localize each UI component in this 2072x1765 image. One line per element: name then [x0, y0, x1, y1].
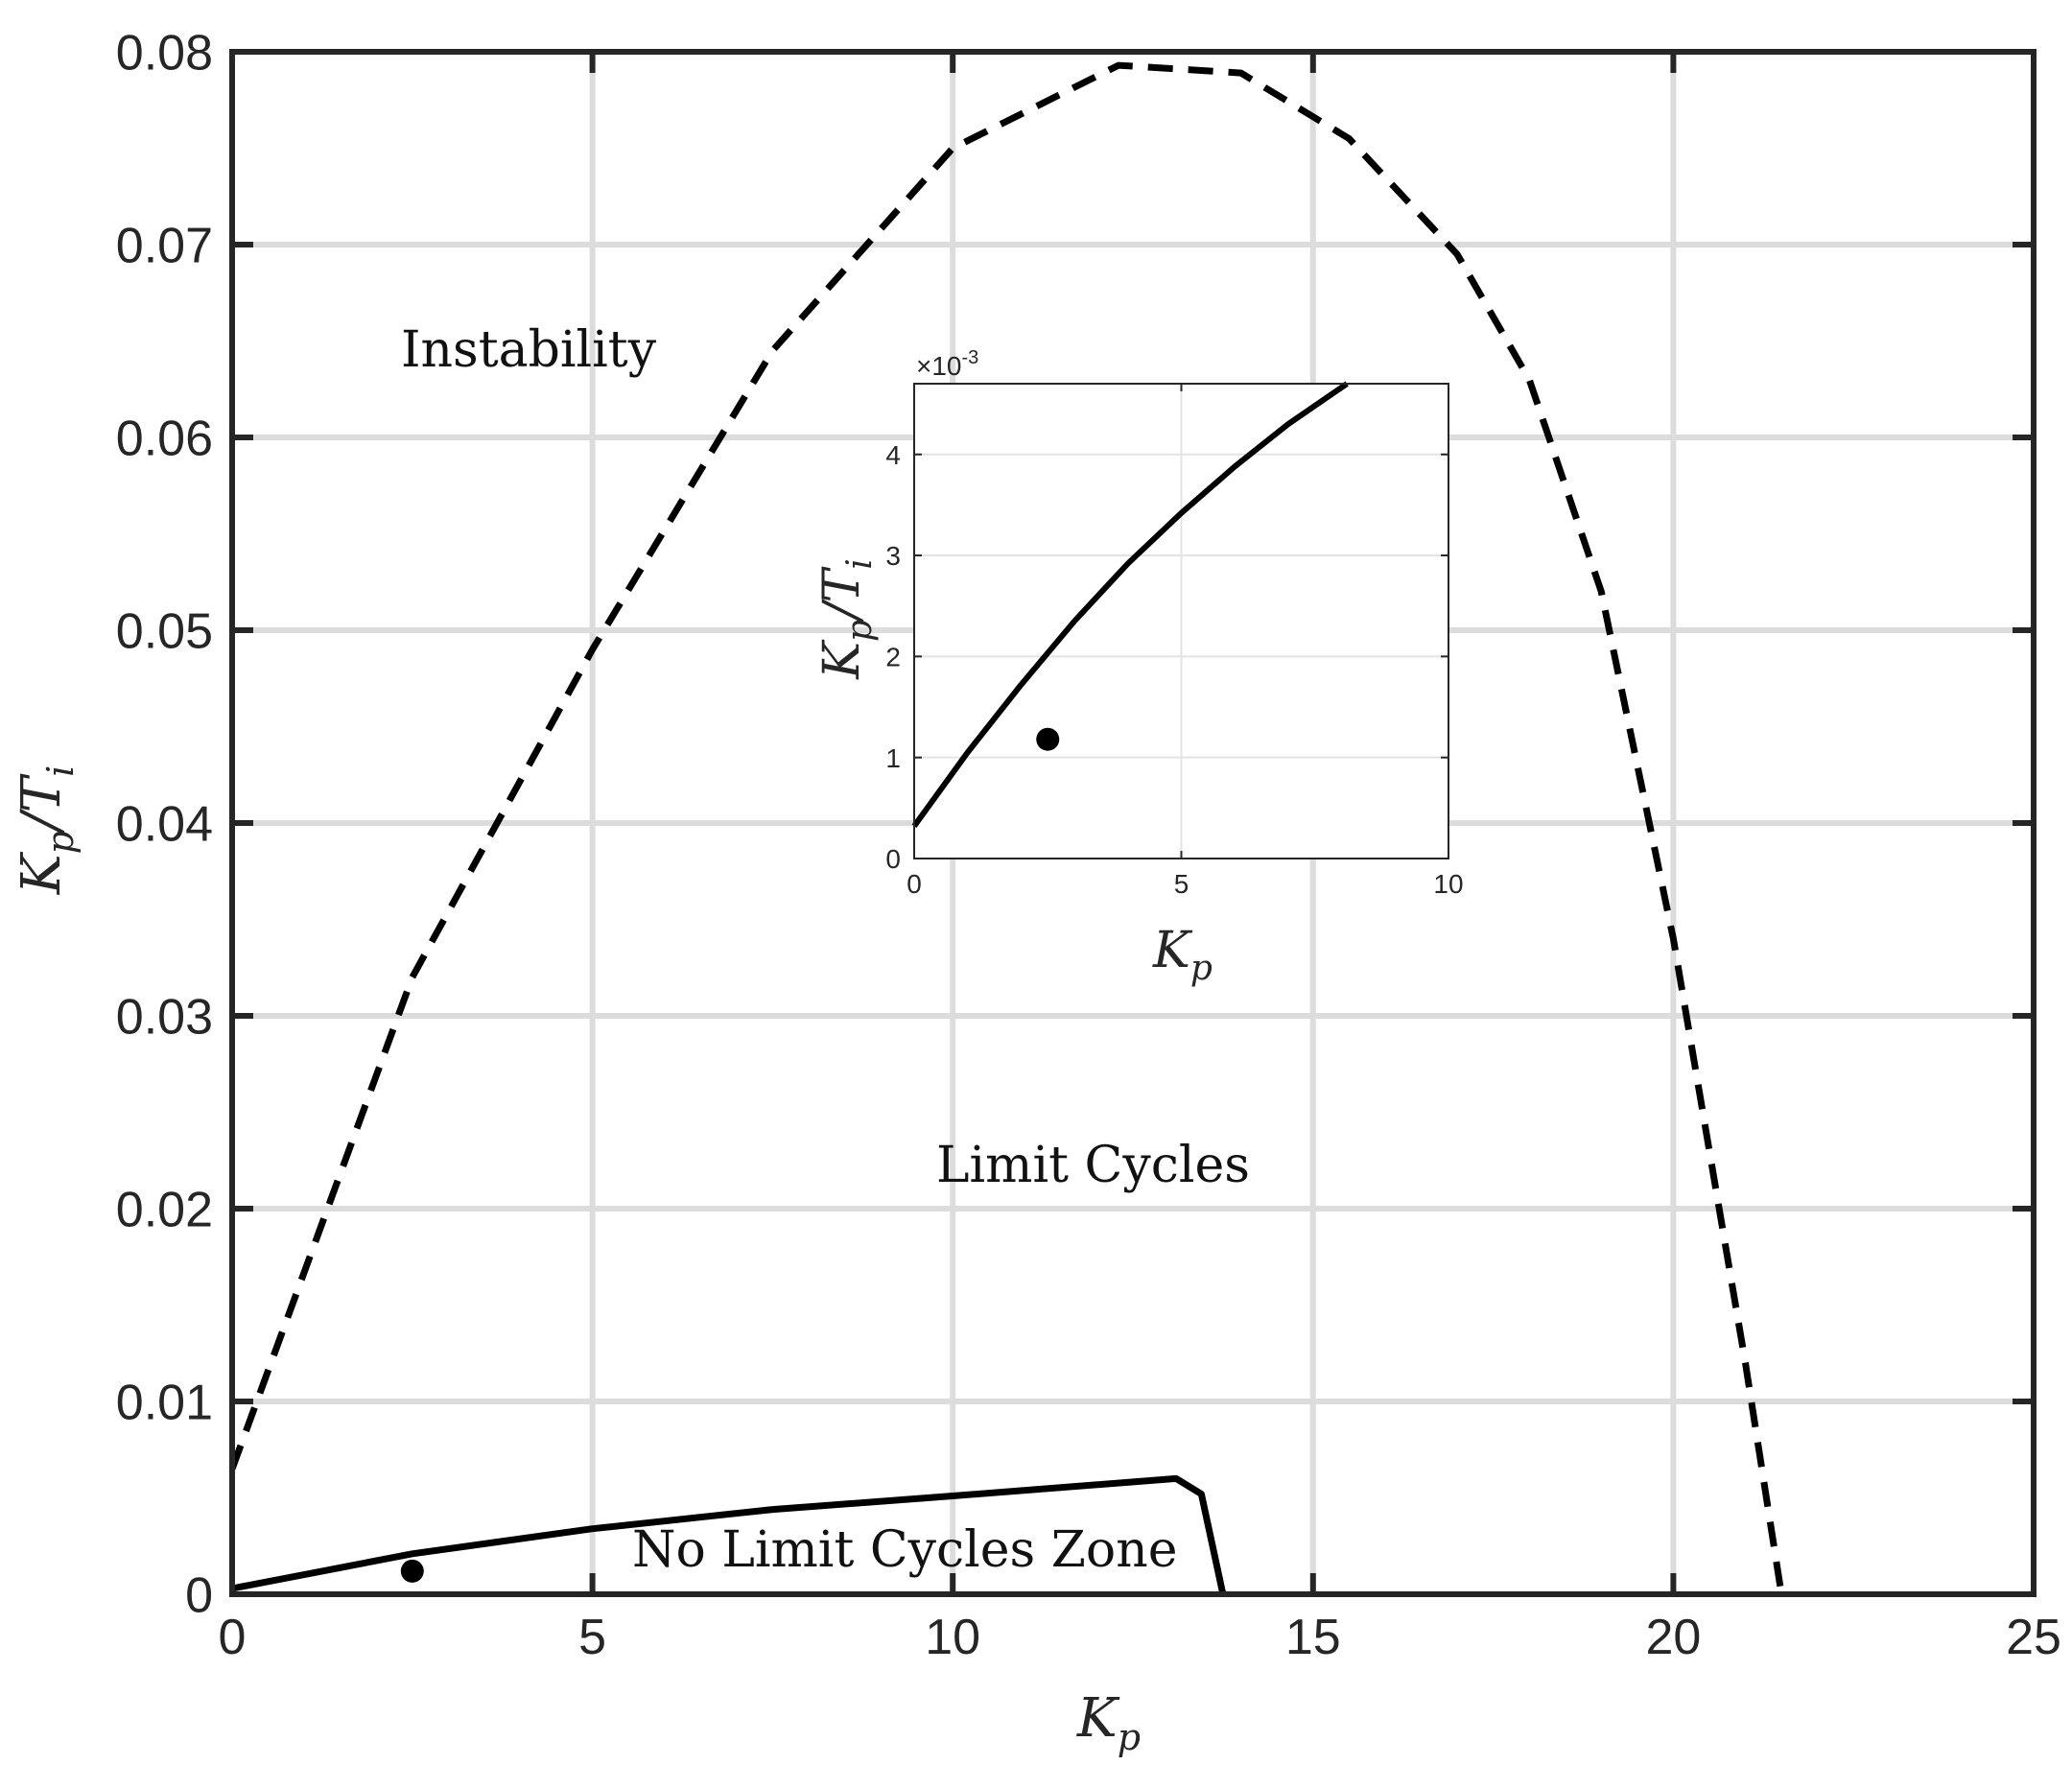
main-x-tick-label: 20 — [1645, 1610, 1701, 1665]
inset-series-solid-line — [911, 381, 1349, 829]
main-x-tick-label: 25 — [2006, 1610, 2061, 1665]
main-y-tick-label: 0.02 — [116, 1183, 213, 1238]
main-y-axis-label-rest: /T — [11, 773, 73, 835]
inset-y-tick-label: 3 — [885, 541, 901, 571]
inset-x-tick-label: 5 — [1174, 869, 1189, 899]
inset-y-axis-label: Kp/Ti — [813, 558, 880, 680]
annotation-limit-cycles: Limit Cycles — [936, 1137, 1250, 1194]
inset-x-axis-label: Kp — [1152, 922, 1213, 988]
inset-tick-marks — [913, 384, 1449, 859]
main-x-tick-label: 5 — [578, 1610, 606, 1665]
inset-axes: 0 5 10 0 1 2 3 4 ×10-3 Kp Kp/Ti — [813, 347, 1464, 988]
main-y-tick-label: 0.03 — [116, 990, 213, 1046]
inset-grid — [914, 384, 1448, 859]
main-y-tick-label: 0.06 — [116, 412, 213, 467]
inset-x-axis-label-base: K — [1152, 922, 1193, 979]
main-y-axis-label: Kp/Ti — [11, 765, 82, 896]
main-x-axis-label-base: K — [1076, 1687, 1120, 1750]
main-y-tick-label: 0.01 — [116, 1376, 213, 1431]
main-y-tick-label: 0.07 — [116, 219, 213, 274]
inset-y-axis-label-base: K — [813, 639, 871, 680]
main-series — [228, 61, 1785, 1595]
main-y-tick-labels: 0 0.01 0.02 0.03 0.04 0.05 0.06 0.07 0.08 — [116, 26, 213, 1624]
inset-y-axis-label-rest-sub: i — [840, 558, 880, 570]
main-y-axis-label-base: K — [11, 851, 73, 895]
main-y-tick-label: 0 — [185, 1568, 213, 1624]
inset-x-tick-label: 0 — [906, 869, 922, 899]
main-x-tick-labels: 0 5 10 15 20 25 — [219, 1610, 2061, 1665]
main-y-tick-label: 0.05 — [116, 604, 213, 660]
inset-y-tick-label: 4 — [885, 440, 901, 470]
main-series-solid-line — [231, 1474, 1227, 1595]
main-x-tick-label: 15 — [1285, 1610, 1341, 1665]
main-axes: 0 5 10 15 20 25 00.010.020.030.040.050.060.07… — [11, 26, 2061, 1758]
main-x-tick-label: 10 — [925, 1610, 980, 1665]
inset-data-point-marker — [1036, 727, 1060, 751]
annotation-instability: Instability — [401, 321, 657, 379]
inset-exponent-base: ×10 — [916, 351, 962, 381]
inset-y-axis-label-sub: p — [840, 620, 880, 642]
main-x-tick-label: 0 — [219, 1610, 247, 1665]
inset-x-axis-label-sub: p — [1190, 949, 1213, 988]
main-y-tick-label: 0.08 — [116, 26, 213, 82]
inset-x-tick-labels: 0 5 10 — [906, 869, 1463, 899]
inset-y-tick-label: 1 — [885, 743, 901, 773]
main-y-axis-label-rest-sub: i — [39, 765, 82, 777]
inset-x-tick-label: 10 — [1433, 869, 1463, 899]
main-y-axis-label-sub: p — [39, 831, 82, 854]
inset-exponent-power: -3 — [962, 347, 979, 368]
inset-y-tick-labels: 0 1 2 3 4 — [885, 440, 901, 874]
main-tick-marks — [229, 49, 2037, 1597]
inset-y-axis-label-rest: /T — [813, 566, 871, 624]
inset-y-tick-label: 0 — [885, 844, 901, 874]
inset-series — [911, 381, 1349, 829]
inset-y-tick-label: 2 — [885, 642, 901, 671]
annotation-no-limit-cycles-zone: No Limit Cycles Zone — [632, 1521, 1177, 1579]
main-y-tick-label: 0.04 — [116, 797, 213, 853]
main-x-axis-label-sub: p — [1118, 1716, 1141, 1758]
main-x-axis-label: Kp — [1076, 1687, 1141, 1758]
inset-exponent-label: ×10-3 — [916, 347, 978, 381]
main-data-point-marker — [400, 1559, 424, 1583]
